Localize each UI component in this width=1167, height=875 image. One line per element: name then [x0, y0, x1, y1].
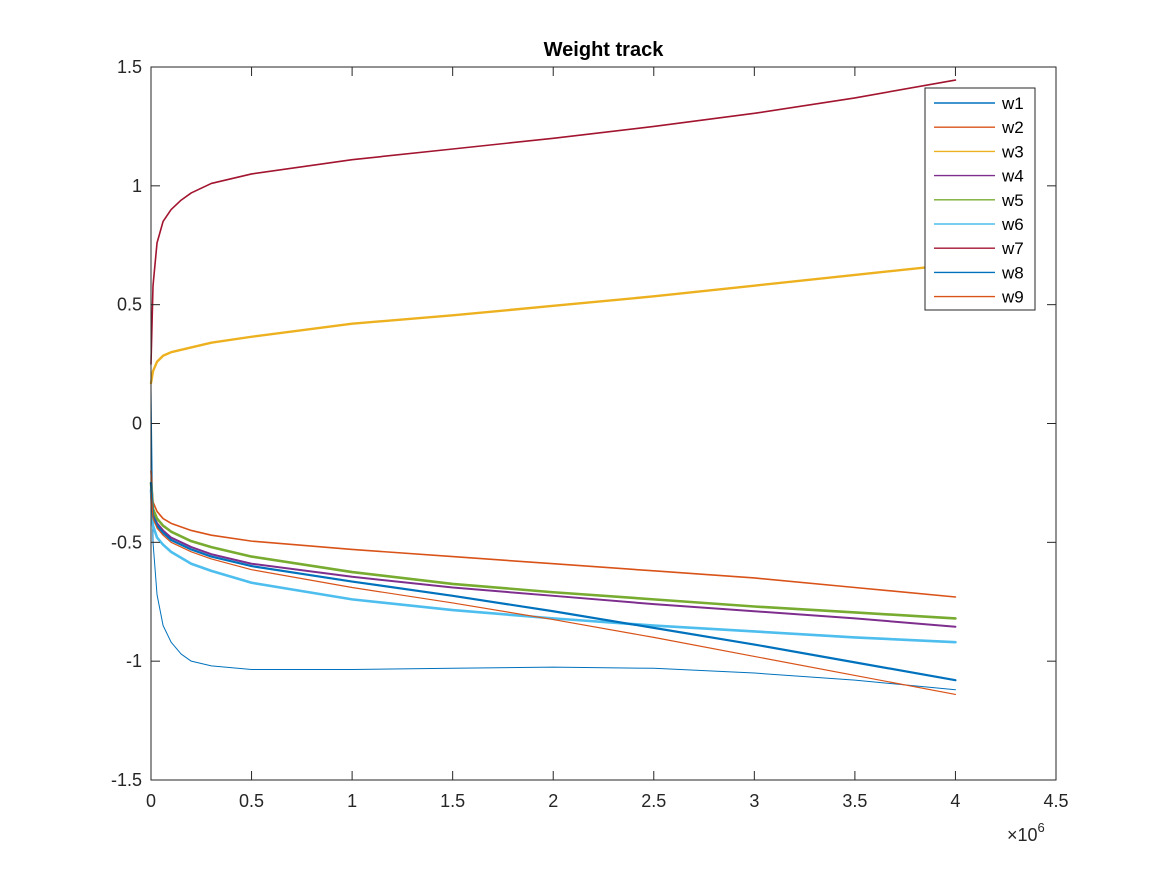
x-exponent-label: ×106 — [1007, 820, 1045, 845]
y-tick-label: -1.5 — [111, 770, 142, 790]
x-tick-label: 2 — [548, 791, 558, 811]
legend-label-w1: w1 — [1001, 94, 1024, 113]
series-line-w1 — [150, 387, 956, 691]
chart-title: Weight track — [544, 39, 665, 61]
x-tick-label: 4 — [950, 791, 960, 811]
y-tick-label: -1 — [126, 651, 142, 671]
series-layer — [149, 79, 957, 696]
series-line-w2 — [150, 470, 957, 598]
series-line-w3 — [149, 263, 957, 385]
x-exponent-base: ×10 — [1007, 825, 1038, 845]
legend-label-w7: w7 — [1001, 239, 1024, 258]
legend-label-w3: w3 — [1001, 142, 1024, 161]
plot-area — [151, 67, 1056, 780]
legend-label-w8: w8 — [1001, 263, 1024, 282]
x-tick-label: 0 — [146, 791, 156, 811]
x-tick-label: 2.5 — [641, 791, 666, 811]
series-line-w5 — [149, 481, 957, 620]
x-tick-label: 3 — [749, 791, 759, 811]
series-line-w4 — [150, 493, 957, 628]
x-tick-label: 3.5 — [842, 791, 867, 811]
y-tick-label: 1 — [132, 176, 142, 196]
y-tick-label: -0.5 — [111, 532, 142, 552]
legend-label-w6: w6 — [1001, 215, 1024, 234]
x-tick-label: 1 — [347, 791, 357, 811]
legend: w1 w2 w3 w4 w5 w6 w7 w8 w9 — [924, 87, 1036, 311]
tick-layer: 0 0.5 1 1.5 2 2.5 3 3.5 4 4.5 -1.5 -1 -0.5 0 0.5 1 1.5 — [111, 57, 1069, 811]
x-tick-label: 4.5 — [1043, 791, 1068, 811]
series-line-w8 — [149, 481, 957, 682]
x-exponent-power: 6 — [1038, 820, 1045, 835]
legend-label-w5: w5 — [1001, 191, 1024, 210]
x-tick-label: 0.5 — [239, 791, 264, 811]
x-tick-label: 1.5 — [440, 791, 465, 811]
y-tick-label: 1.5 — [117, 57, 142, 77]
legend-label-w2: w2 — [1001, 118, 1024, 137]
series-line-w7 — [150, 79, 957, 365]
series-line-w6 — [149, 488, 957, 644]
legend-label-w9: w9 — [1001, 288, 1024, 307]
y-tick-label: 0.5 — [117, 295, 142, 315]
series-line-w9 — [150, 489, 957, 696]
legend-label-w4: w4 — [1001, 167, 1024, 186]
y-tick-label: 0 — [132, 414, 142, 434]
